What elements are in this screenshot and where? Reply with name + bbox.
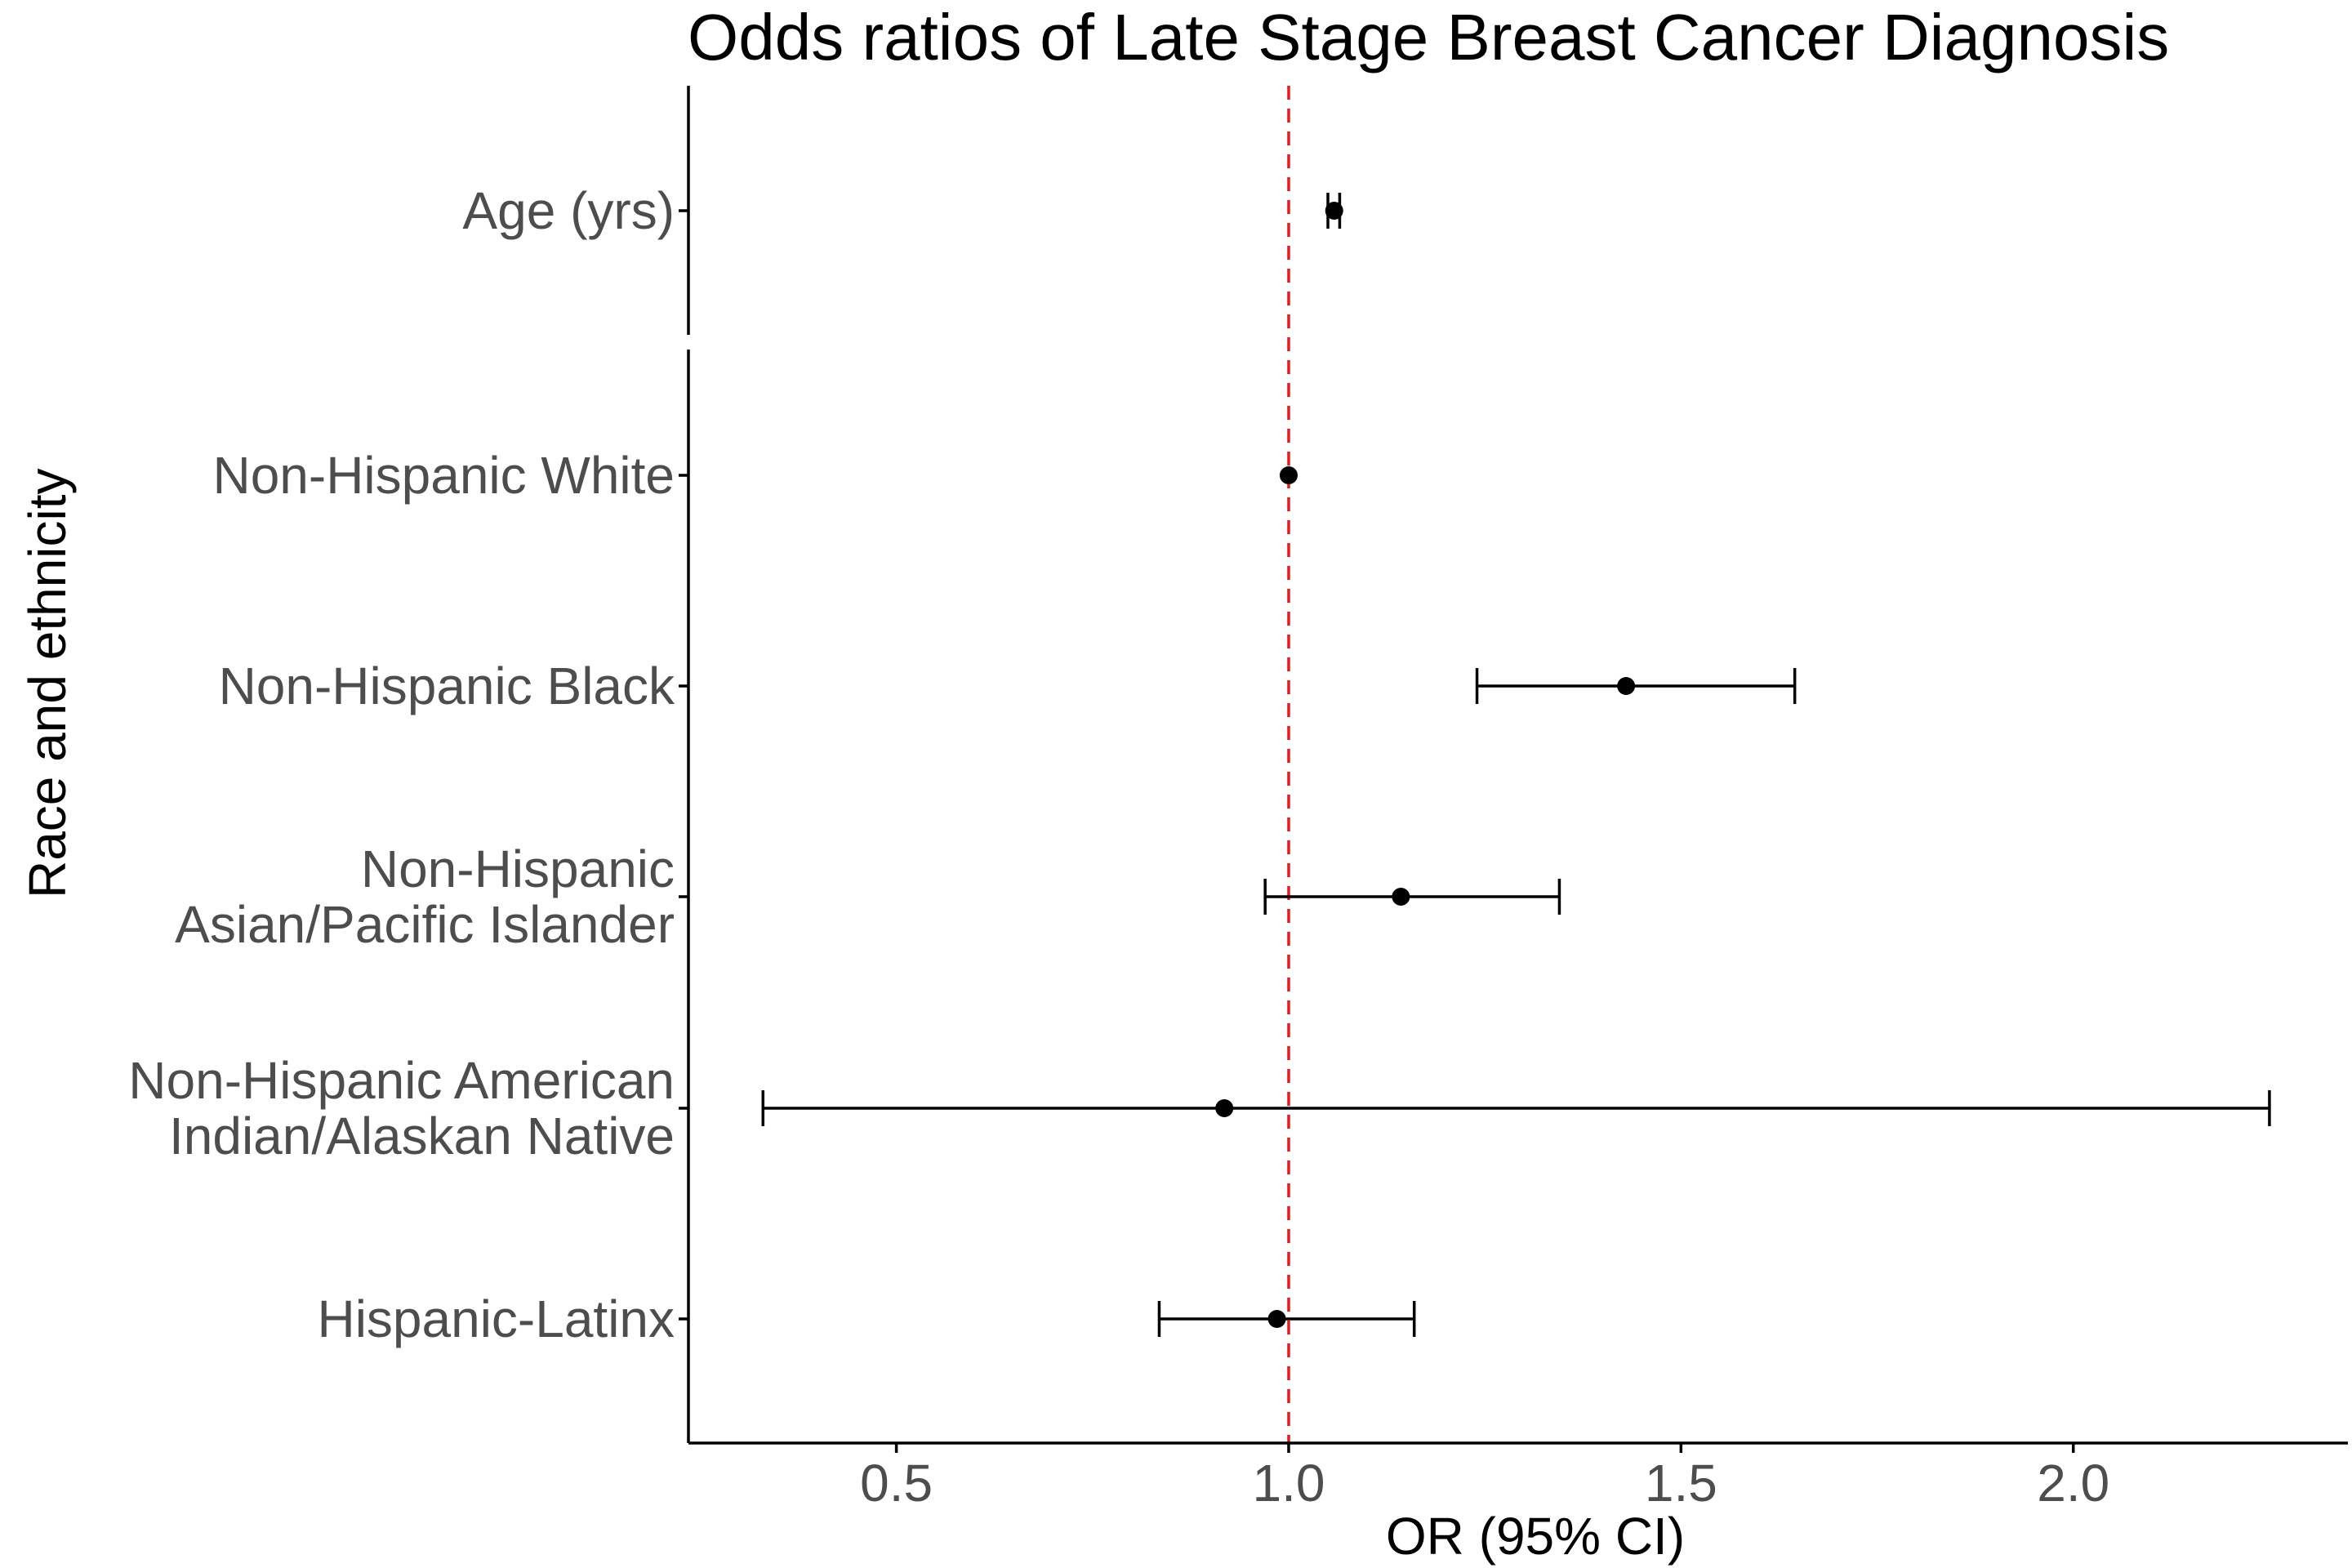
x-tick-label: 1.0 (1252, 1454, 1325, 1512)
y-tick-label: Non-Hispanic American (128, 1051, 675, 1110)
y-tick-label: Indian/Alaskan Native (169, 1107, 675, 1165)
y-tick-label: Age (yrs) (462, 181, 675, 240)
y-tick-label: Asian/Pacific Islander (175, 895, 675, 954)
data-point (1392, 888, 1410, 906)
x-tick-label: 2.0 (2037, 1454, 2109, 1512)
x-tick-label: 0.5 (860, 1454, 933, 1512)
data-point (1267, 1310, 1286, 1328)
y-tick-label: Non-Hispanic (361, 840, 675, 898)
x-axis-title: OR (95% CI) (1386, 1507, 1685, 1566)
data-point (1215, 1099, 1234, 1117)
y-tick-label: Hispanic-Latinx (317, 1290, 675, 1348)
data-point (1279, 466, 1298, 484)
y-axis-title: Race and ethnicity (18, 468, 77, 898)
data-point (1325, 202, 1343, 220)
data-point (1617, 677, 1636, 695)
x-tick-label: 1.5 (1645, 1454, 1717, 1512)
chart-title: Odds ratios of Late Stage Breast Cancer … (688, 1, 2169, 74)
plot-area: 0.5 1.0 1.5 2.0 Age (yrs) Non-Hispanic White N… (128, 86, 2348, 1512)
y-tick-label: Non-Hispanic White (212, 446, 675, 505)
y-tick-label: Non-Hispanic Black (219, 657, 675, 715)
